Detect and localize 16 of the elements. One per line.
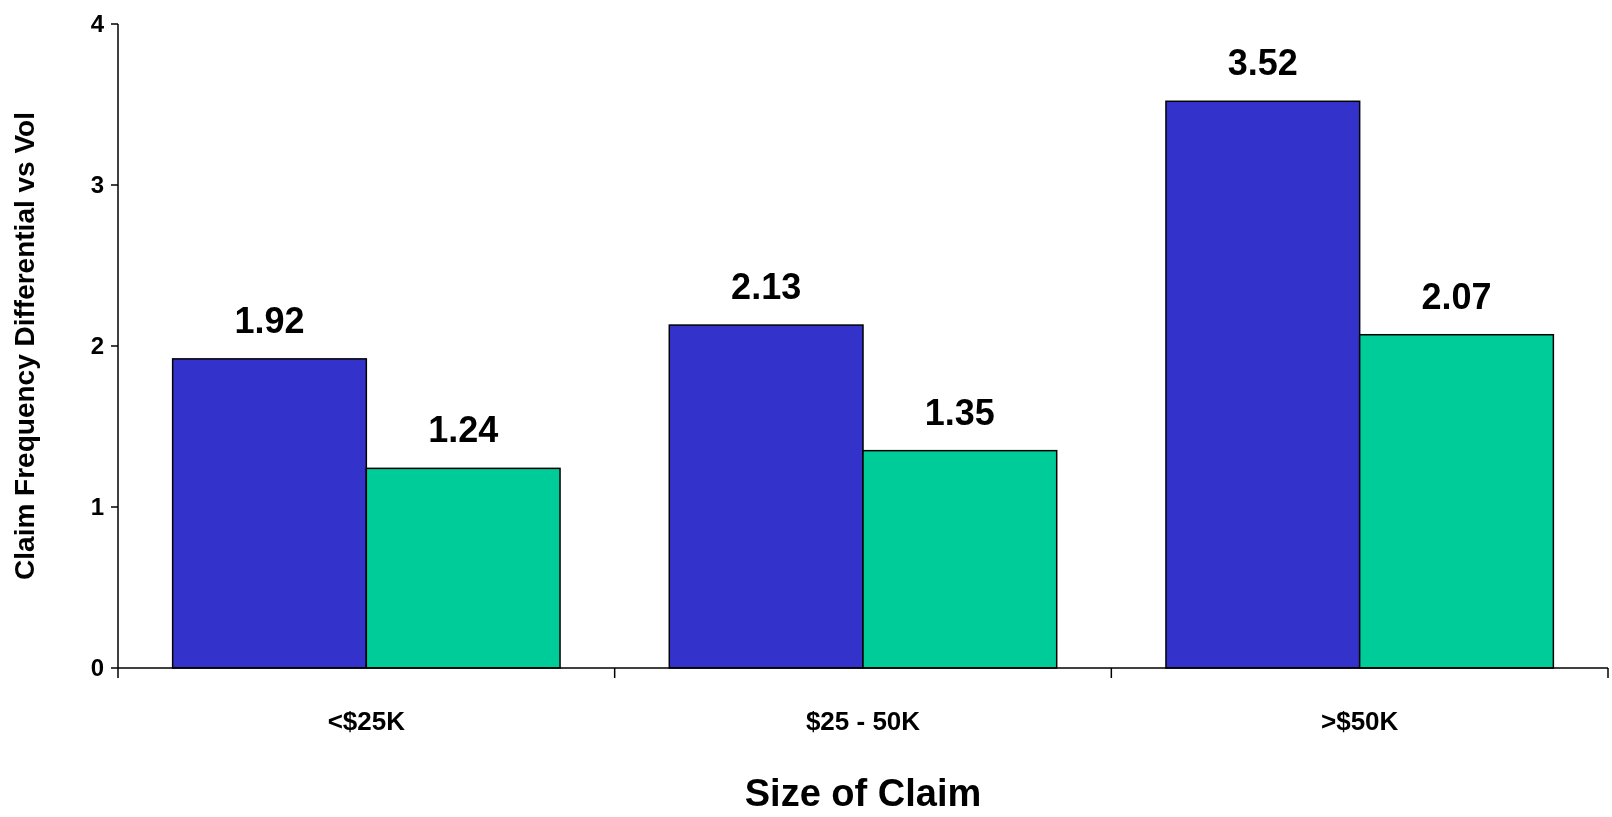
y-axis-title: Claim Frequency Differential vs Vol: [9, 112, 40, 580]
x-tick-label: $25 - 50K: [805, 706, 921, 736]
data-label: 2.07: [1421, 275, 1492, 317]
data-label: 2.13: [731, 266, 802, 308]
data-label: 1.92: [234, 299, 305, 341]
x-tick-label: <$25K: [327, 706, 406, 736]
x-tick-label: >$50K: [1320, 706, 1399, 736]
data-label: 1.35: [924, 391, 995, 433]
y-tick-label: 2: [90, 332, 104, 360]
y-tick-label: 3: [90, 171, 104, 199]
y-tick-label: 0: [90, 654, 104, 682]
x-axis-title: Size of Claim: [744, 772, 982, 814]
y-tick-label: 4: [90, 10, 105, 38]
y-tick-label: 1: [90, 493, 104, 521]
data-label: 1.24: [428, 409, 499, 451]
data-label: 3.52: [1227, 42, 1298, 84]
